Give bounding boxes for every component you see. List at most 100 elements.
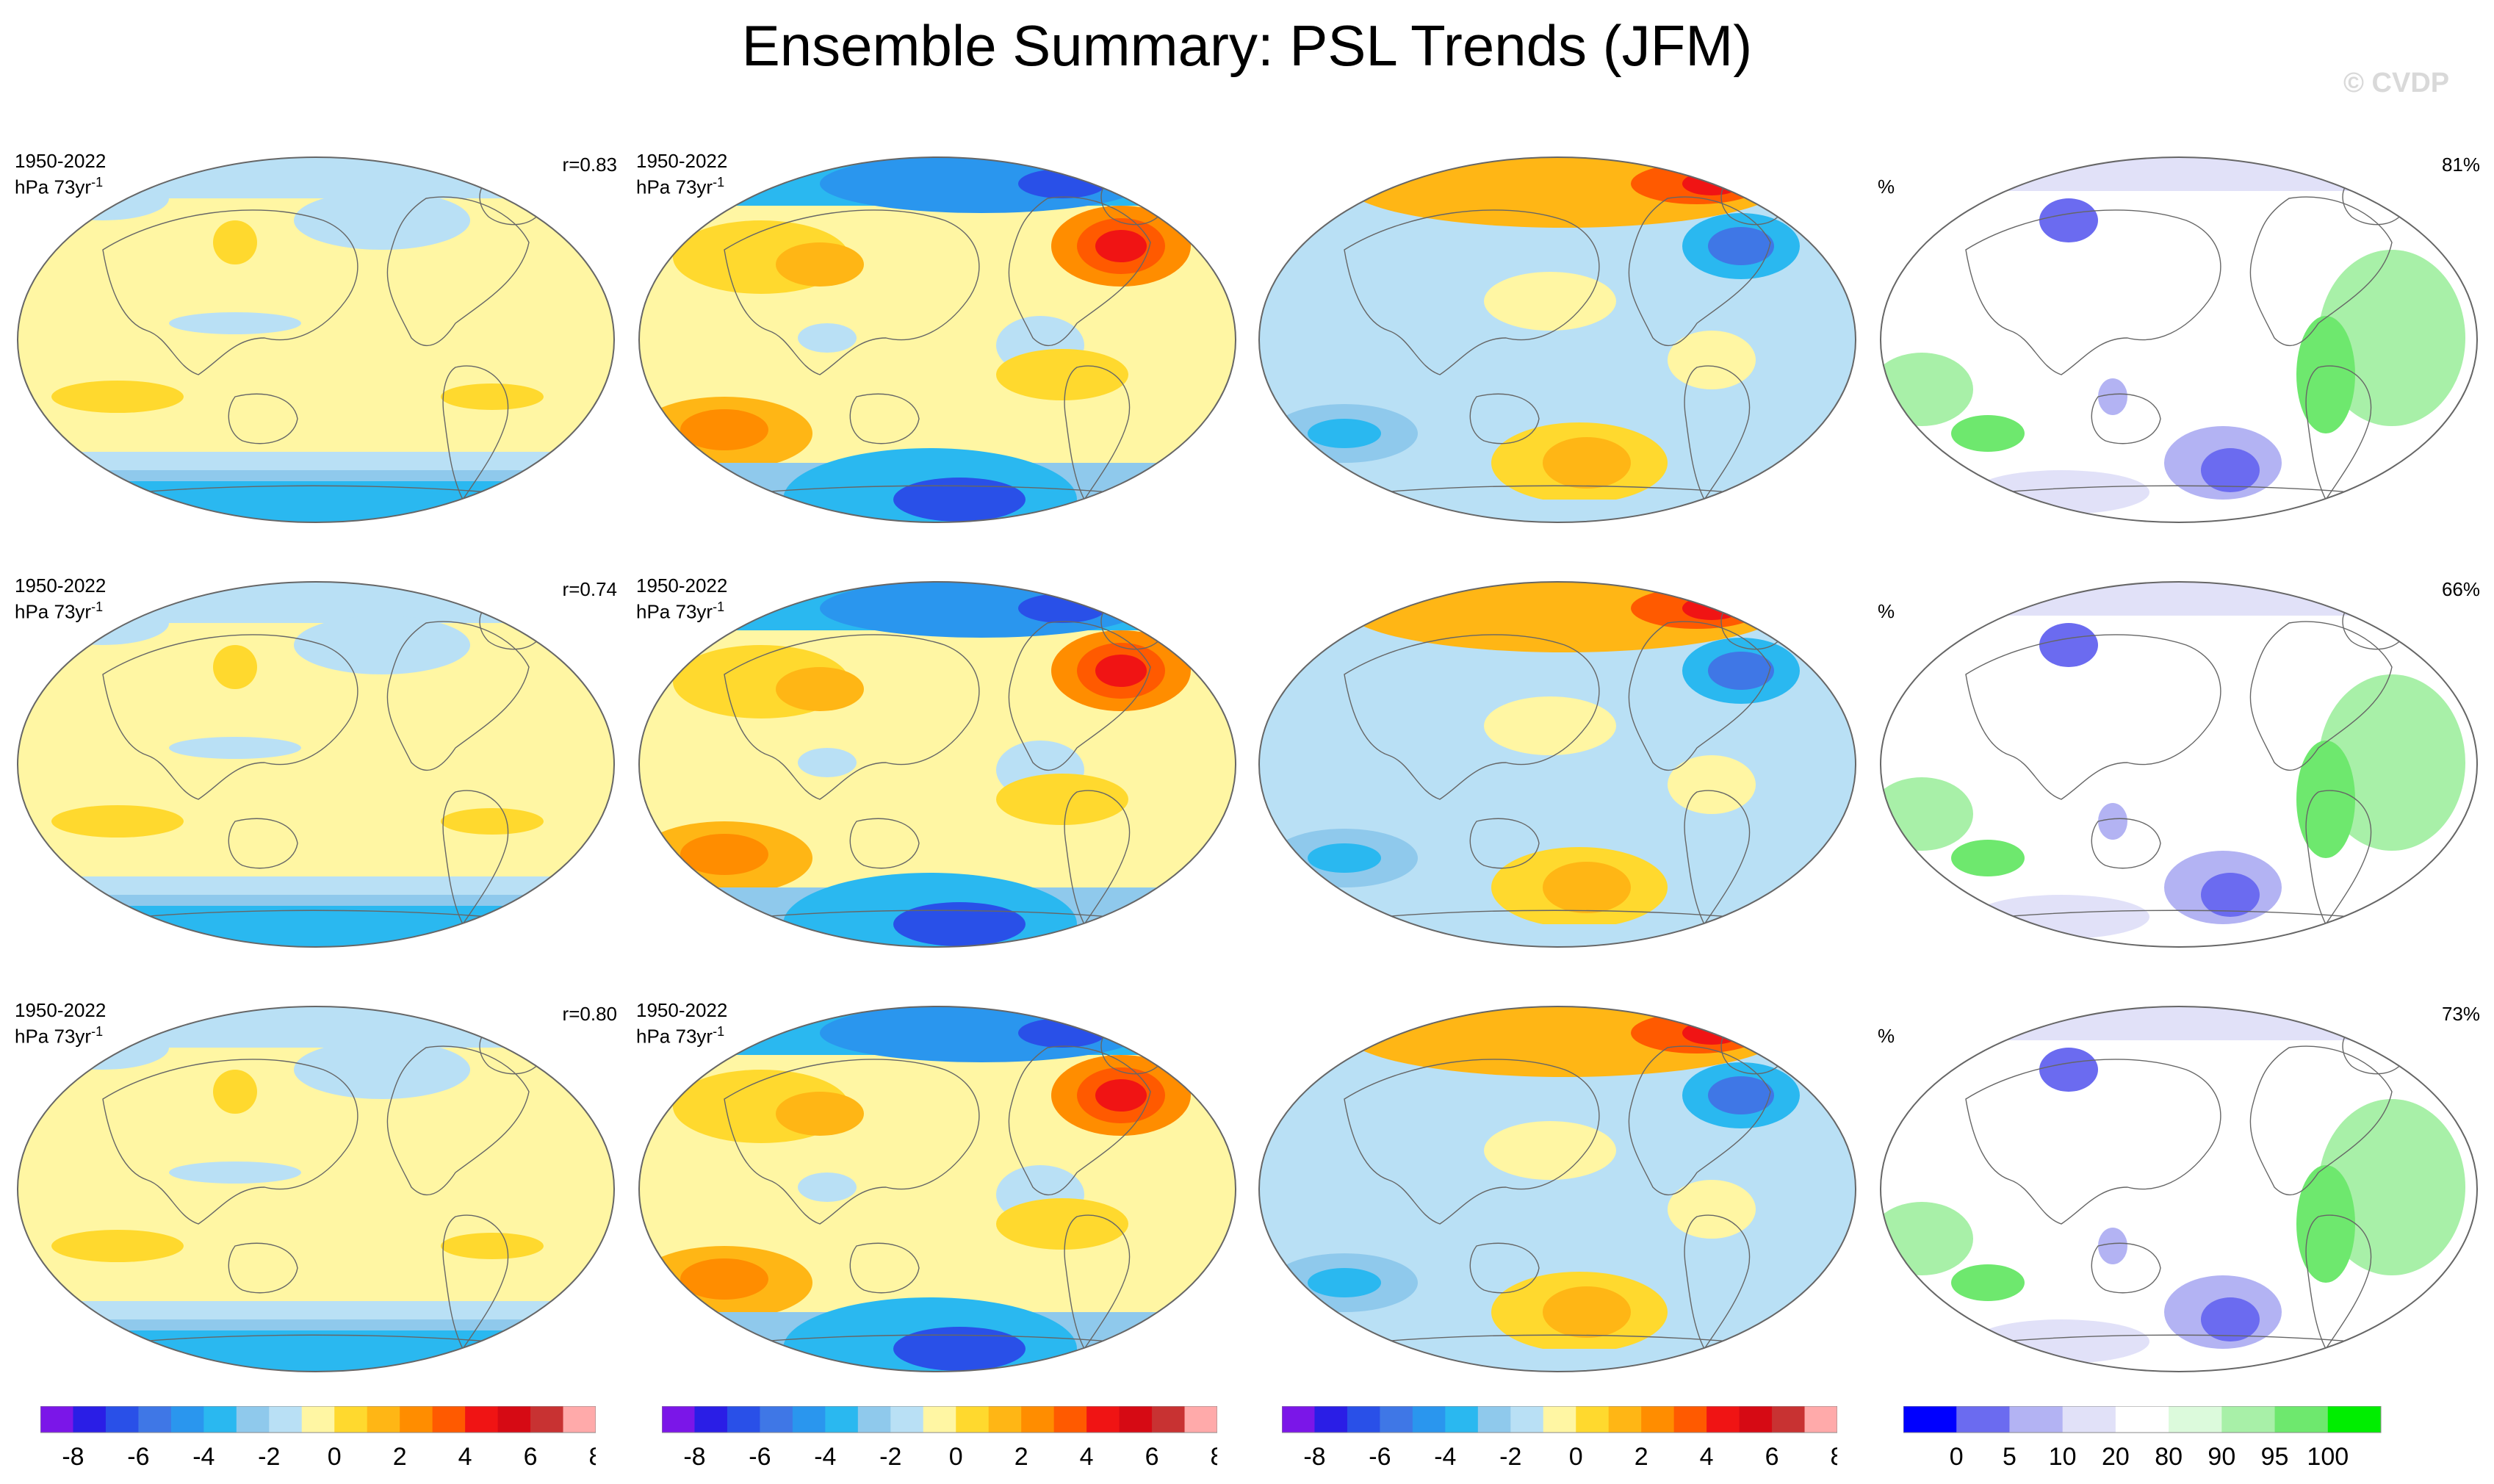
- rank-colorbar-tick-label: 100: [2307, 1443, 2349, 1471]
- coastline-0: [724, 1059, 980, 1225]
- colorbar-tick-label: 4: [458, 1443, 472, 1471]
- map-border: [17, 581, 615, 948]
- units-text: hPa 73yr: [15, 600, 92, 623]
- coastline-1: [2249, 196, 2393, 346]
- north-pacific-low: [37, 176, 169, 220]
- map-panel-diff-row3: [1258, 1006, 1856, 1372]
- colorbar-swatch: [1347, 1406, 1380, 1433]
- coastline-2: [1684, 790, 1751, 926]
- coastline-3: [1469, 393, 1540, 444]
- south-pacific-low-core: [1308, 419, 1381, 448]
- colorbar-tick-label: -8: [683, 1443, 705, 1471]
- colorbar-swatch: [890, 1406, 924, 1433]
- colorbar-frame: [662, 1406, 1217, 1433]
- colorbar-swatch: [956, 1406, 990, 1433]
- coastline-2: [442, 790, 509, 926]
- colorbar-swatch: [73, 1406, 107, 1433]
- map-panel-ens-row2: [17, 581, 615, 948]
- units-superscript: -1: [713, 599, 725, 614]
- colorbar-tick-label: -2: [258, 1443, 280, 1471]
- map-panel-obs-row1: [638, 156, 1236, 523]
- small-blue: [2098, 803, 2127, 840]
- colorbar-swatch: [301, 1406, 335, 1433]
- coastline-2: [2305, 365, 2372, 501]
- asia-high-core: [776, 1092, 864, 1136]
- colorbar-swatch: [563, 1406, 596, 1433]
- percent-symbol: %: [1878, 1025, 1895, 1047]
- atlantic-green: [2318, 1099, 2465, 1275]
- colorbar-swatch: [1706, 1406, 1740, 1433]
- percent-symbol: %: [1878, 176, 1895, 198]
- south-pacific-high-core: [680, 409, 768, 450]
- southern-ocean-low-core: [893, 478, 1026, 522]
- period-text: 1950-2022: [15, 150, 107, 172]
- field: [639, 582, 1236, 947]
- rank-colorbar: 0 5 10 20 80 90 95 100: [1903, 1406, 2382, 1471]
- coastline-0: [1344, 209, 1600, 375]
- colorbar-swatch: [530, 1406, 564, 1433]
- colorbar-swatch: [662, 1406, 695, 1433]
- map-panel-diff-row2: [1258, 581, 1856, 948]
- rank-colorbar-tick-label: 80: [2155, 1443, 2183, 1471]
- coastline-0: [1344, 634, 1600, 800]
- colorbar-swatch: [1739, 1406, 1773, 1433]
- field: [1881, 1006, 2477, 1372]
- tropical-pacific-low: [169, 1161, 301, 1184]
- arctic-band: [18, 1006, 614, 1048]
- coastline-3: [228, 393, 298, 444]
- south-atlantic-patch: [1668, 1180, 1756, 1239]
- south-pacific-high-core: [680, 834, 768, 875]
- map-border: [1880, 1006, 2478, 1372]
- colorbar-swatch: [1445, 1406, 1479, 1433]
- field: [639, 1006, 1236, 1372]
- arctic-low: [820, 582, 1143, 638]
- coastline-0: [1344, 1059, 1600, 1225]
- colorbar-swatch: [1152, 1406, 1186, 1433]
- rank-colorbar-tick-label: 0: [1950, 1443, 1964, 1471]
- rank-percent: 66%: [2441, 578, 2480, 600]
- map-panel-rank-row3: [1880, 1006, 2478, 1372]
- period-text: 1950-2022: [15, 999, 107, 1021]
- colorbar-tick-label: 8: [1211, 1443, 1217, 1471]
- colorbar-swatch: [1412, 1406, 1446, 1433]
- coastline-3: [228, 818, 298, 869]
- south-atlantic-high: [441, 808, 544, 835]
- colorbar-tick-label: 0: [949, 1443, 963, 1471]
- colorbar-tick-label: 8: [1831, 1443, 1837, 1471]
- coastline-1: [386, 621, 530, 771]
- period-text: 1950-2022: [636, 150, 728, 172]
- colorbar-swatch: [760, 1406, 793, 1433]
- tropical-high: [1484, 696, 1616, 755]
- south-pacific-high-core: [680, 1258, 768, 1300]
- period-label: 1950-2022 hPa 73yr-1: [15, 575, 106, 623]
- southern-high-core: [1543, 1286, 1631, 1338]
- southern-blue-core: [2201, 873, 2260, 917]
- colorbar-swatch: [236, 1406, 270, 1433]
- south-pacific-low-core: [1308, 843, 1381, 873]
- colorbar-tick-label: -4: [1434, 1443, 1456, 1471]
- units-superscript: -1: [91, 599, 104, 614]
- colorbar-swatch: [1184, 1406, 1217, 1433]
- correlation-label: r=0.74: [562, 578, 617, 600]
- colorbar-swatch: [1543, 1406, 1576, 1433]
- colorbar-swatch: [1477, 1406, 1511, 1433]
- north-pacific-low: [37, 1026, 169, 1070]
- coastline-1: [386, 196, 530, 346]
- antarctic-band: [1259, 500, 1856, 522]
- coastline-2: [2305, 1214, 2372, 1350]
- colorbar-tick-label: -6: [1369, 1443, 1391, 1471]
- colorbar-swatch: [1772, 1406, 1806, 1433]
- units-superscript: -1: [91, 1024, 104, 1039]
- colorbar-swatch: [367, 1406, 400, 1433]
- south-atlantic-high: [996, 1198, 1128, 1250]
- coastline-1: [1628, 196, 1771, 346]
- colorbar-frame: [40, 1406, 596, 1433]
- north-atlantic-low: [294, 1040, 470, 1099]
- arctic-low: [820, 1006, 1143, 1062]
- trend-colorbar-3: -8 -6 -4 -2 0 2 4 6 8: [1282, 1406, 1837, 1471]
- coastline-0: [102, 209, 358, 375]
- colorbar-swatch: [465, 1406, 499, 1433]
- tropical-high: [1484, 1121, 1616, 1180]
- coastline-0: [1965, 209, 2221, 375]
- coastline-1: [2249, 621, 2393, 771]
